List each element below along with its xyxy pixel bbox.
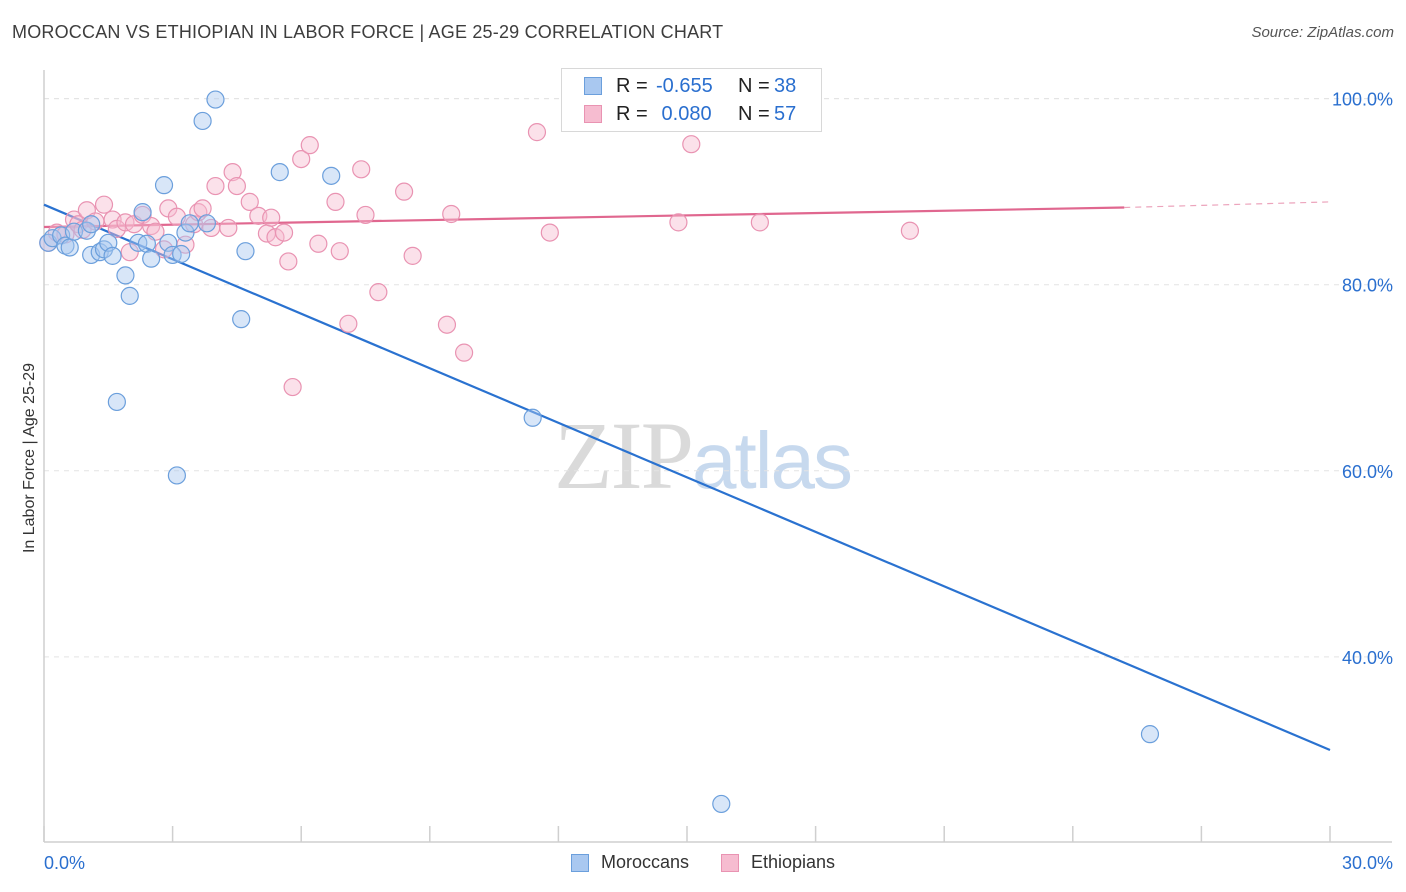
moroccan-point [197, 214, 216, 233]
moroccan-point [232, 310, 251, 329]
ethiopian-point [274, 223, 294, 242]
moroccan-point [172, 244, 191, 264]
y-tick-label: 40.0% [1342, 648, 1393, 668]
moroccan-point [116, 266, 135, 285]
ethiopian-point [262, 208, 281, 227]
moroccan-point [193, 111, 212, 131]
y-axis-label: In Labor Force | Age 25-29 [21, 362, 38, 554]
ethiopian-point [292, 149, 311, 169]
ethiopian-point [454, 343, 474, 362]
y-tick-label: 80.0% [1342, 276, 1393, 296]
ethiopian-point [527, 123, 547, 142]
ethiopian-point [326, 192, 345, 211]
ethiopian-swatch [584, 105, 602, 123]
moroccan-point [322, 166, 341, 185]
axes [43, 70, 1392, 843]
ethiopian-trend-extension [1124, 201, 1331, 209]
legend-row-ethiopian: R = 0.080 N = 57 [584, 102, 796, 126]
ethiopian-point [283, 377, 302, 397]
trend-lines [43, 201, 1331, 751]
ethiopian-point [356, 205, 375, 225]
ethiopian-point [206, 176, 225, 196]
y-tick-label: 100.0% [1332, 90, 1393, 110]
x-tick-label: 30.0% [1342, 853, 1393, 873]
r-value: -0.655 [656, 74, 713, 97]
ethiopian-point [669, 213, 688, 232]
y-tick-label: 60.0% [1342, 462, 1393, 482]
x-tick-label: 0.0% [44, 853, 85, 873]
ethiopian-point [442, 204, 461, 224]
moroccan-point [176, 223, 195, 242]
ethiopian-point [240, 192, 259, 211]
moroccans-swatch [570, 853, 589, 872]
r-value: 0.080 [656, 102, 712, 125]
moroccan-point [206, 90, 225, 109]
series-legend: Moroccans Ethiopians [0, 852, 1406, 873]
moroccan-point [180, 214, 199, 233]
moroccan-point [167, 466, 186, 485]
moroccan-trend-line [43, 203, 1331, 751]
tick-labels: 40.0% 60.0% 80.0% 100.0% 0.0% 30.0% [44, 90, 1393, 873]
moroccan-point [103, 246, 122, 265]
source-label: Source: ZipAtlas.com [1251, 24, 1394, 41]
moroccan-point [142, 249, 161, 268]
ethiopian-point [279, 252, 298, 271]
legend-row-moroccan: R = -0.655 N = 38 [584, 74, 796, 98]
n-label: N = [738, 102, 770, 125]
legend-item-moroccans: Moroccans [570, 852, 689, 873]
ethiopian-point [352, 160, 371, 179]
moroccan-point [137, 234, 156, 253]
ethiopian-point [369, 283, 388, 302]
ethiopian-point [227, 176, 246, 196]
grid-lines [44, 98, 1392, 658]
ethiopian-point [900, 221, 920, 240]
ethiopian-point [330, 242, 349, 261]
ethiopian-point [403, 246, 422, 265]
r-label: R = [616, 102, 648, 125]
r-label: R = [616, 74, 648, 97]
ethiopian-trend-line [43, 206, 1125, 229]
moroccan-point [1140, 725, 1160, 744]
ethiopian-point [750, 213, 769, 232]
moroccan-point [82, 215, 101, 234]
ethiopian-point [437, 315, 457, 334]
moroccan-point [64, 222, 84, 241]
n-value: 57 [774, 102, 797, 125]
moroccans-label: Moroccans [600, 852, 689, 872]
ethiopian-point [266, 228, 285, 247]
n-label: N = [738, 74, 770, 97]
legend-item-ethiopians: Ethiopians [720, 852, 836, 873]
data-points [39, 90, 1160, 814]
ethiopian-point [339, 314, 358, 333]
ethiopian-point [540, 223, 559, 242]
ethiopian-point [309, 234, 328, 253]
ethiopians-label: Ethiopians [750, 852, 836, 872]
ethiopian-point [394, 182, 414, 201]
moroccan-point [712, 794, 731, 814]
chart-title: MOROCCAN VS ETHIOPIAN IN LABOR FORCE | A… [12, 22, 724, 42]
ethiopian-point [94, 195, 114, 214]
moroccan-point [120, 286, 139, 305]
ethiopian-point [223, 163, 242, 182]
watermark-zip: ZIP [554, 402, 694, 509]
ethiopian-point [682, 135, 701, 154]
ethiopians-swatch [720, 853, 739, 872]
moroccan-point [159, 233, 178, 252]
ethiopian-point [193, 199, 212, 218]
moroccan-point [107, 392, 126, 412]
ethiopian-point [219, 218, 238, 238]
ethiopian-point [300, 136, 319, 155]
moroccan-point [60, 238, 79, 257]
moroccan-point [270, 163, 289, 182]
moroccan-point [154, 176, 174, 195]
stats-legend: R = -0.655 N = 38 R = 0.080 N = 57 [561, 68, 822, 132]
moroccan-point [236, 242, 255, 261]
moroccan-point [133, 203, 152, 222]
watermark: ZIPatlas [554, 400, 853, 511]
moroccan-point [523, 408, 542, 427]
moroccan-swatch [584, 77, 602, 95]
n-value: 38 [774, 74, 797, 97]
